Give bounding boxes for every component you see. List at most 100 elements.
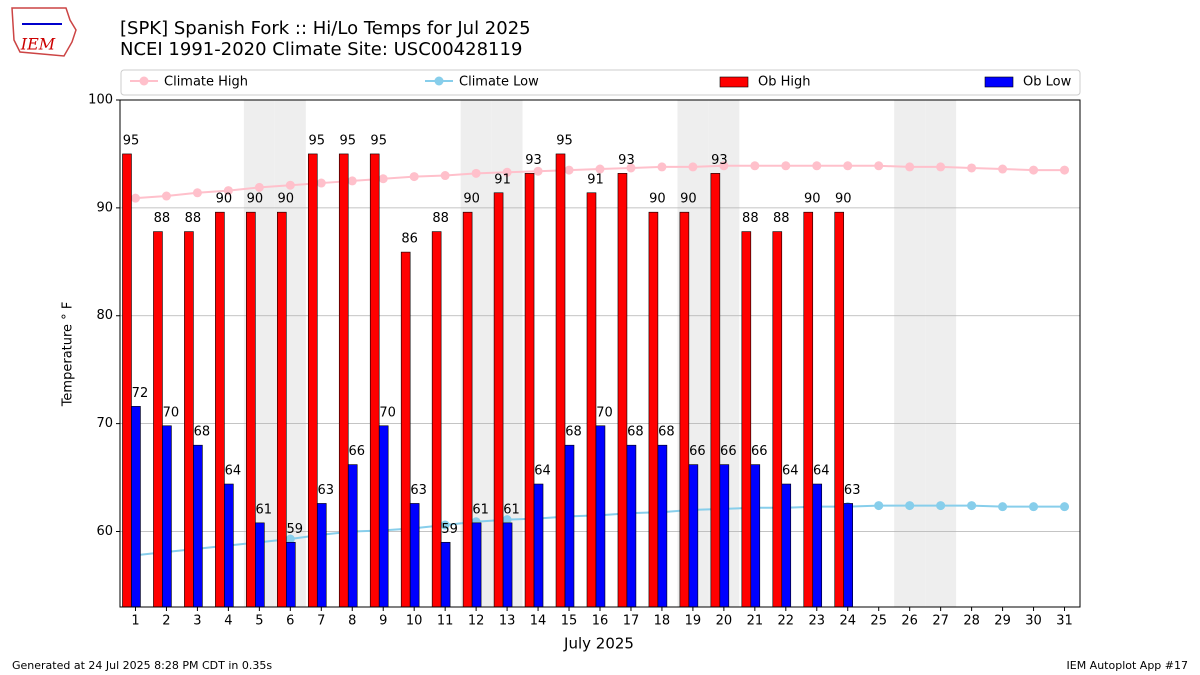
x-tick-label: 16	[592, 614, 609, 629]
point	[409, 172, 419, 182]
bar	[462, 211, 473, 608]
logo: IEM	[11, 7, 77, 57]
value-label: 93	[711, 153, 728, 168]
point	[688, 162, 698, 172]
legend-marker	[434, 76, 444, 86]
y-tick-label: 70	[96, 416, 113, 431]
value-label: 90	[247, 192, 264, 207]
point	[595, 164, 605, 174]
value-label: 95	[309, 133, 326, 148]
bar	[741, 231, 752, 608]
point	[905, 501, 915, 511]
value-label: 66	[348, 444, 365, 459]
value-label: 90	[835, 192, 852, 207]
point	[1060, 165, 1070, 175]
value-label: 63	[844, 483, 861, 498]
value-label: 91	[587, 172, 604, 187]
legend-swatch	[984, 76, 1014, 88]
bar	[502, 522, 513, 608]
point	[440, 171, 450, 181]
value-label: 61	[256, 502, 273, 517]
point	[471, 168, 481, 178]
value-label: 63	[410, 483, 427, 498]
weekend-shade	[925, 100, 957, 607]
chart-title: [SPK] Spanish Fork :: Hi/Lo Temps for Ju…	[120, 18, 531, 39]
point	[130, 193, 140, 203]
value-label: 59	[287, 522, 304, 537]
point	[1029, 502, 1039, 512]
value-label: 90	[463, 192, 480, 207]
point	[874, 161, 884, 171]
point	[502, 167, 512, 177]
value-label: 66	[751, 444, 768, 459]
value-label: 64	[782, 464, 799, 479]
value-label: 88	[154, 211, 171, 226]
value-label: 68	[658, 425, 675, 440]
legend-label: Ob High	[758, 75, 811, 90]
point	[1060, 502, 1070, 512]
y-axis-label: Temperature ° F	[61, 302, 76, 408]
x-axis-label: July 2025	[563, 635, 634, 653]
bar	[285, 541, 296, 608]
value-label: 61	[503, 502, 520, 517]
value-label: 90	[278, 192, 295, 207]
value-label: 88	[742, 211, 759, 226]
bar	[369, 153, 380, 608]
value-label: 68	[565, 425, 582, 440]
point	[781, 161, 791, 171]
legend-label: Ob Low	[1023, 75, 1072, 90]
x-tick-label: 23	[809, 614, 826, 629]
bar	[524, 173, 535, 608]
x-tick-label: 26	[901, 614, 918, 629]
point	[905, 162, 915, 172]
bar	[657, 444, 668, 608]
point	[1029, 165, 1039, 175]
bar	[307, 153, 318, 608]
value-label: 90	[804, 192, 821, 207]
point	[936, 501, 946, 511]
bar	[162, 425, 172, 608]
value-label: 64	[813, 464, 830, 479]
y-tick-label: 90	[96, 200, 113, 215]
footer-left: Generated at 24 Jul 2025 8:28 PM CDT in …	[12, 659, 272, 672]
value-label: 70	[596, 405, 613, 420]
bar	[834, 211, 845, 608]
bar	[586, 192, 597, 608]
bar	[255, 522, 265, 608]
value-label: 95	[370, 133, 387, 148]
value-label: 66	[720, 444, 737, 459]
x-tick-label: 27	[932, 614, 949, 629]
value-label: 90	[649, 192, 666, 207]
bar	[843, 503, 853, 608]
x-tick-label: 20	[716, 614, 733, 629]
bar	[431, 231, 442, 608]
point	[998, 502, 1008, 512]
x-tick-label: 30	[1025, 614, 1042, 629]
bar	[347, 464, 358, 608]
value-label: 64	[225, 464, 242, 479]
bar	[215, 211, 225, 608]
x-tick-label: 19	[685, 614, 702, 629]
value-label: 91	[494, 172, 511, 187]
bar	[400, 251, 411, 608]
x-tick-label: 14	[530, 614, 547, 629]
point	[161, 191, 171, 201]
bar	[803, 211, 814, 608]
plot-frame	[119, 99, 1081, 608]
value-label: 95	[339, 133, 356, 148]
bar	[812, 483, 823, 608]
value-label: 70	[379, 405, 396, 420]
point	[223, 186, 233, 196]
line-series	[130, 161, 1070, 203]
bar	[378, 425, 389, 608]
x-tick-label: 9	[379, 614, 387, 629]
x-tick-label: 24	[839, 614, 856, 629]
point	[657, 162, 667, 172]
value-label: 68	[194, 425, 211, 440]
bar	[131, 406, 141, 608]
point	[254, 182, 264, 192]
value-label: 70	[163, 405, 180, 420]
bar	[471, 522, 482, 608]
point	[192, 188, 202, 198]
